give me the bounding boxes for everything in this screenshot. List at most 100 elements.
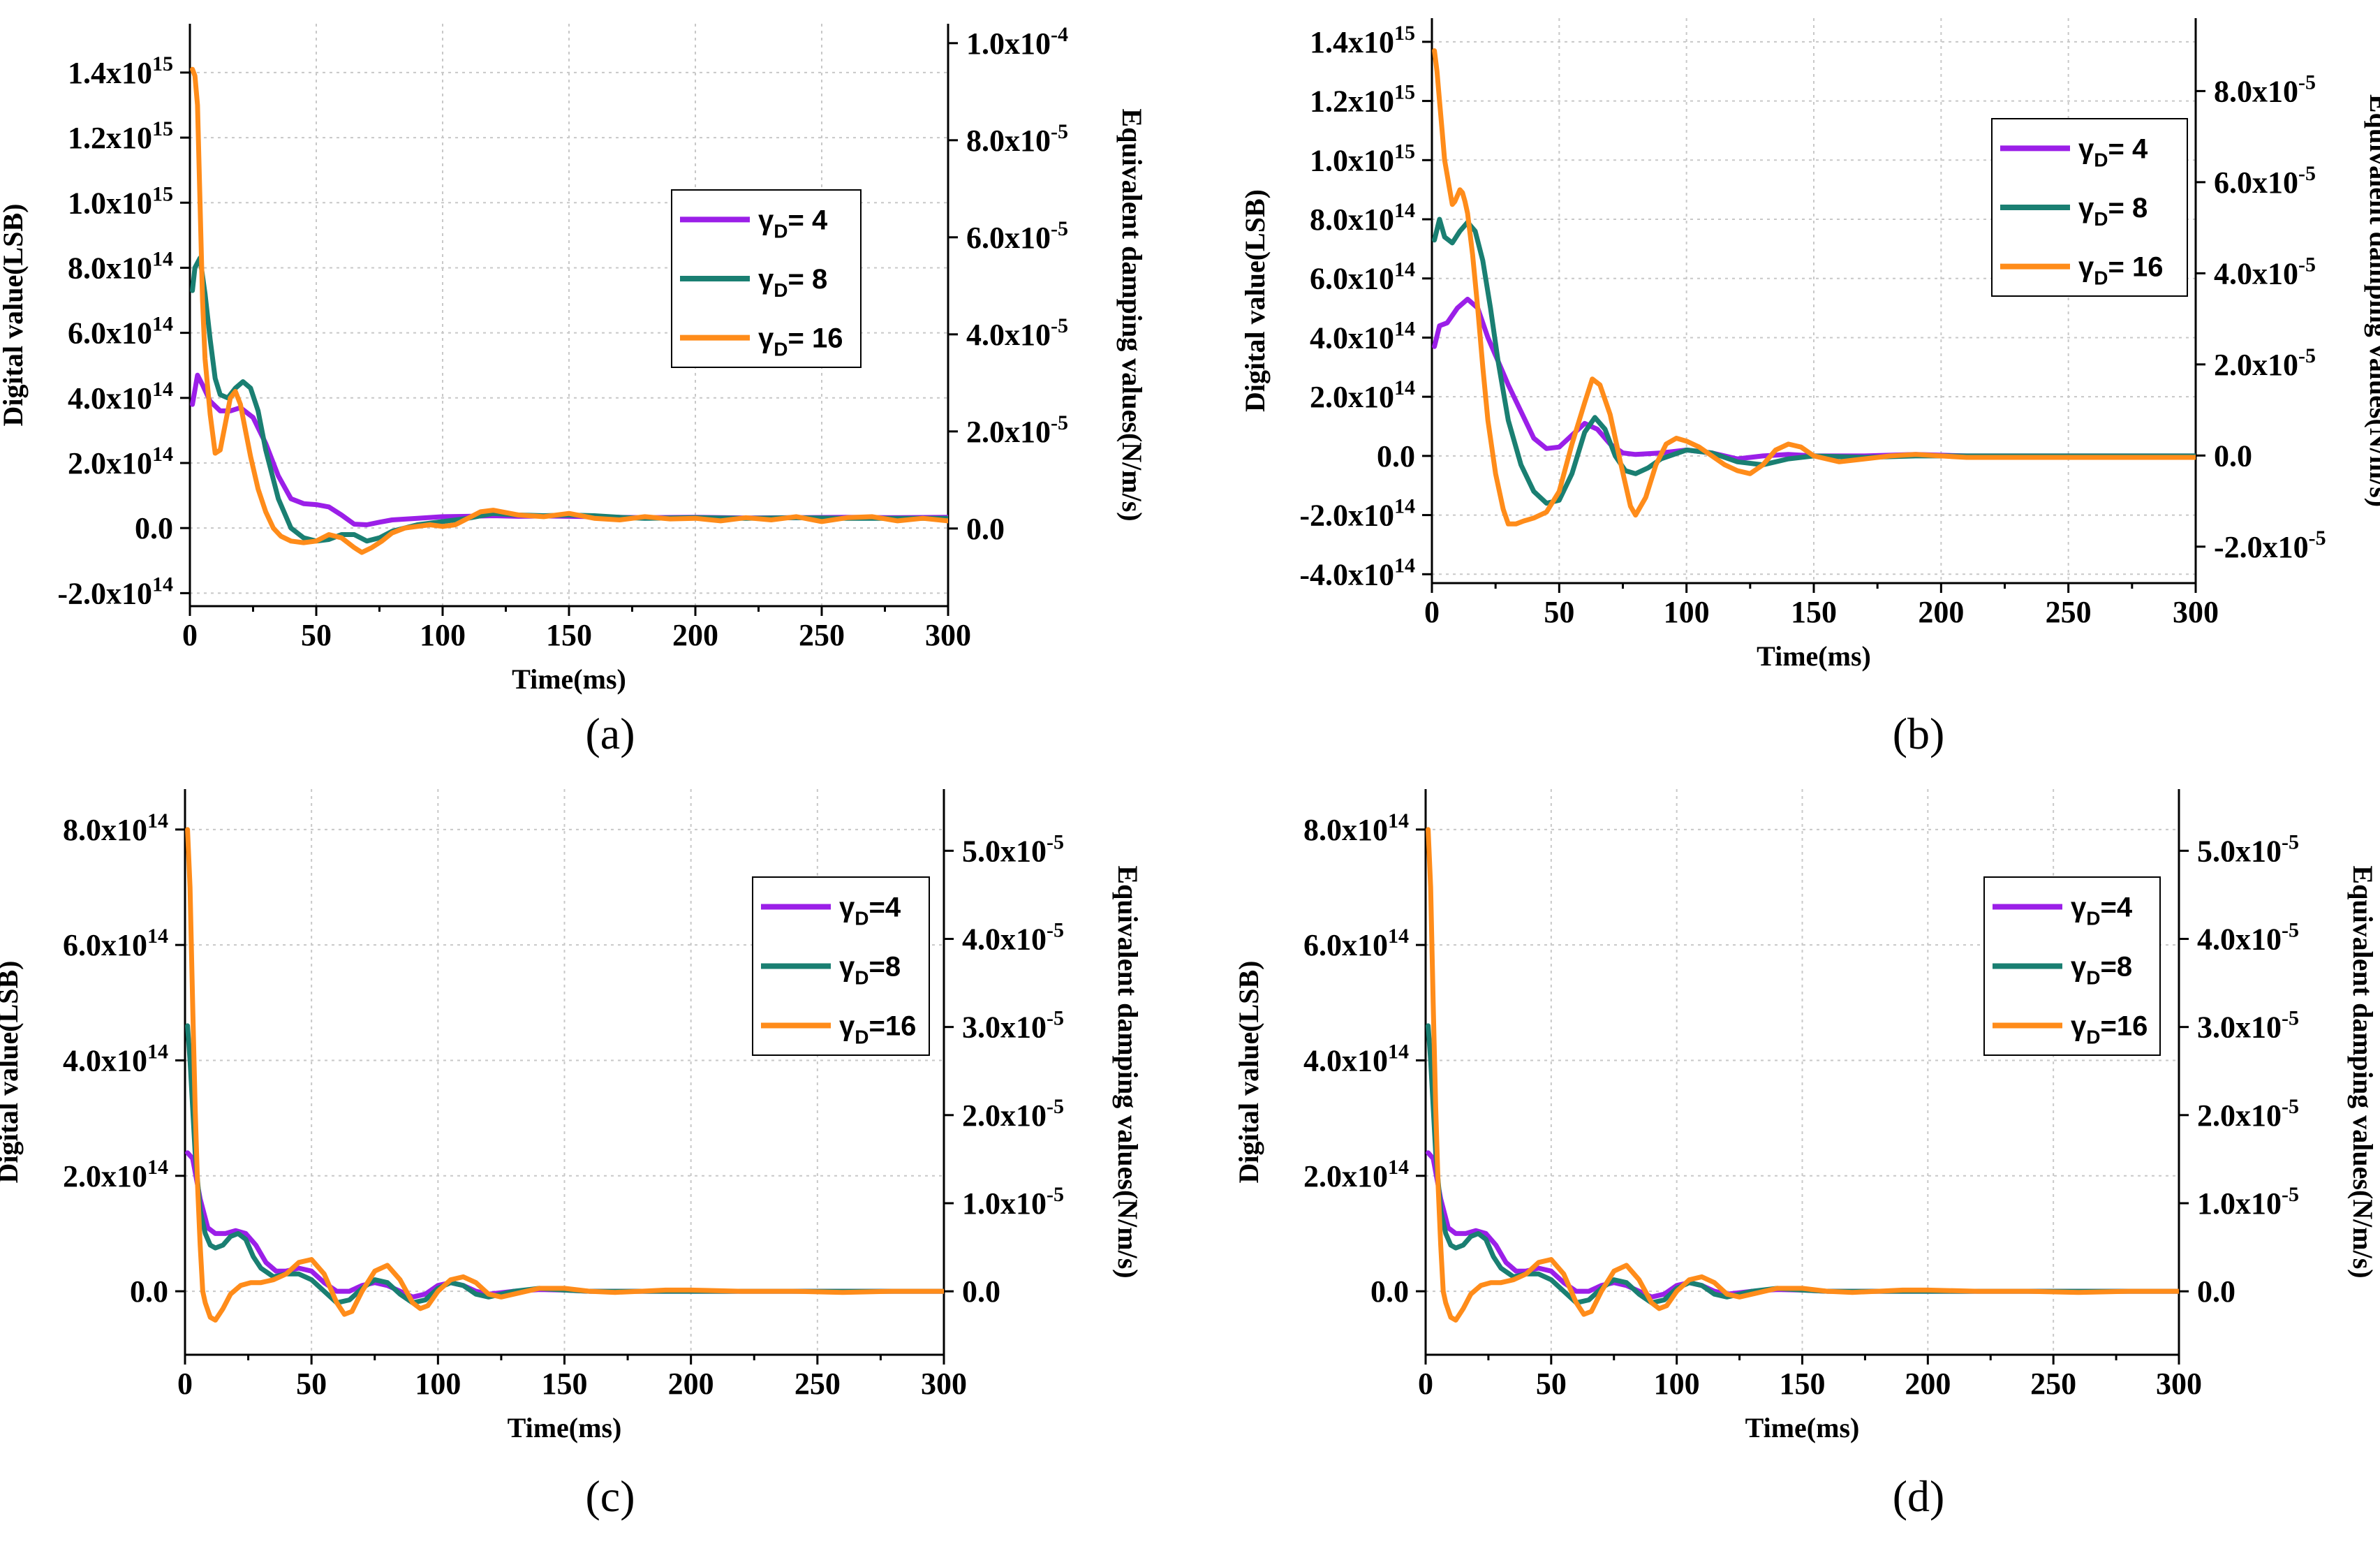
y-tick-label: 2.0x1014: [68, 443, 173, 480]
legend-label-sub: D: [855, 1027, 869, 1048]
y-tick-label: 4.0x1014: [1310, 317, 1415, 355]
y2-tick-label-base: 5.0x10: [962, 834, 1047, 868]
y-tick-label-exp: 14: [152, 378, 173, 401]
y2-tick-label-exp: -5: [2282, 918, 2299, 941]
y2-tick-label-base: 0.0: [2197, 1274, 2235, 1309]
y-tick-label-base: 0.0: [130, 1274, 168, 1309]
y-tick-label-exp: 14: [1394, 258, 1415, 281]
y-tick-label: 1.4x1015: [68, 52, 173, 90]
y2-tick-label: 6.0x10-5: [966, 217, 1068, 255]
y2-tick-label-exp: -5: [1047, 1183, 1064, 1206]
y2-tick-label: 8.0x10-5: [2214, 71, 2316, 108]
y2-tick-label-base: 4.0x10: [2214, 256, 2298, 291]
y-axis-title: Digital value(LSB): [1239, 189, 1271, 412]
y-tick-label-base: -2.0x10: [1299, 499, 1394, 533]
x-tick-label: 250: [2030, 1367, 2076, 1401]
y2-tick-label: 1.0x10-5: [2197, 1183, 2299, 1221]
y2-tick-label-exp: -5: [2282, 830, 2299, 853]
y-tick-label-base: 1.0x10: [68, 186, 152, 220]
x-tick-label: 0: [182, 618, 198, 652]
y2-axis-title: Equivalent damping values(N/m/s): [1116, 108, 1148, 521]
x-axis-title: Time(ms): [1745, 1412, 1860, 1443]
y-tick-label-base: 2.0x10: [68, 446, 152, 480]
panel-label: (a): [585, 709, 635, 758]
y2-tick-label-base: 3.0x10: [2197, 1010, 2282, 1045]
series-line-purple: [1435, 299, 2196, 459]
y2-tick-label-base: 1.0x10: [2197, 1186, 2282, 1221]
y2-tick-label-base: 6.0x10: [966, 221, 1051, 255]
y-tick-label-base: 6.0x10: [1310, 262, 1394, 296]
y-tick-label-exp: 14: [1388, 1156, 1409, 1179]
y2-tick-label-base: 1.0x10: [966, 27, 1051, 61]
legend-label-tail: = 8: [788, 264, 827, 295]
y2-tick-label-exp: -5: [1047, 1007, 1064, 1030]
x-tick-label: 200: [668, 1367, 714, 1401]
y2-tick-label: 2.0x10-5: [966, 411, 1068, 449]
y-tick-label-exp: 15: [152, 117, 173, 140]
x-tick-label: 250: [794, 1367, 841, 1401]
x-tick-label: 100: [420, 618, 466, 652]
legend-label-base: γ: [2071, 1011, 2087, 1042]
y-tick-label: 0.0: [1370, 1274, 1409, 1309]
legend-label-base: γ: [2078, 252, 2094, 283]
y2-tick-label-exp: -5: [2298, 253, 2316, 276]
y2-tick-label-exp: -5: [1047, 830, 1064, 853]
y-tick-label: -2.0x1014: [1299, 495, 1415, 533]
y2-tick-label-base: 5.0x10: [2197, 834, 2282, 868]
y2-tick-label-base: 0.0: [2214, 439, 2252, 473]
chart-panel-d: 0 50 100 150 200 250 3000.02.0x10144.0x10146.0…: [1233, 789, 2379, 1443]
y-tick-label-base: 1.4x10: [68, 56, 152, 90]
y-tick-label-exp: 14: [152, 443, 173, 466]
legend-label-tail: =8: [2100, 952, 2132, 983]
legend-label-sub: D: [855, 967, 869, 989]
y2-tick-label: 4.0x10-5: [2197, 918, 2299, 956]
y-tick-label-exp: 14: [147, 809, 168, 832]
y-tick-label-base: 8.0x10: [1303, 813, 1388, 847]
legend-label-base: γ: [2078, 133, 2094, 164]
y2-tick-label-exp: -5: [2298, 71, 2316, 94]
y2-tick-label-exp: -5: [2309, 527, 2326, 550]
x-tick-label: 150: [1780, 1367, 1826, 1401]
x-axis-title: Time(ms): [512, 663, 626, 695]
y-tick-label: 8.0x1014: [1303, 809, 1409, 847]
x-tick-label: 50: [296, 1367, 327, 1401]
y2-tick-label-exp: -5: [2282, 1095, 2299, 1118]
y-tick-label-exp: 14: [1394, 317, 1415, 340]
y2-axis-title: Equivalent damping values(N/m/s): [2347, 865, 2379, 1278]
y2-tick-label-base: 1.0x10: [962, 1186, 1047, 1221]
x-tick-label: 150: [546, 618, 592, 652]
y2-tick-label-base: 8.0x10: [2214, 74, 2298, 108]
y2-tick-label: -2.0x10-5: [2214, 527, 2326, 564]
y2-tick-label-base: 3.0x10: [962, 1010, 1047, 1045]
y-tick-label: 8.0x1014: [68, 247, 173, 285]
x-tick-label: 50: [301, 618, 332, 652]
x-tick-label: 300: [2173, 595, 2219, 629]
x-axis-title: Time(ms): [508, 1412, 622, 1443]
y-tick-label-base: 8.0x10: [63, 813, 147, 847]
y2-tick-label: 4.0x10-5: [2214, 253, 2316, 291]
legend-label-tail: = 16: [2108, 252, 2163, 283]
x-tick-label: 100: [1664, 595, 1710, 629]
y2-tick-label: 8.0x10-5: [966, 120, 1068, 158]
legend-label-sub: D: [855, 908, 869, 929]
y2-tick-label-exp: -5: [2282, 1183, 2299, 1206]
y-tick-label-exp: 14: [152, 573, 173, 596]
x-tick-label: 250: [2046, 595, 2092, 629]
y2-tick-label-base: 8.0x10: [966, 124, 1051, 158]
y2-axis-title: Equivalent damping values(N/m/s): [1112, 865, 1144, 1278]
y-tick-label-exp: 14: [1394, 376, 1415, 399]
y2-tick-label: 2.0x10-5: [2214, 344, 2316, 382]
y2-tick-label: 0.0: [966, 512, 1005, 546]
x-tick-label: 300: [2156, 1367, 2202, 1401]
legend-label-base: γ: [2071, 892, 2087, 923]
y-tick-label-exp: 14: [1394, 495, 1415, 518]
y-tick-label: 4.0x1014: [63, 1040, 168, 1078]
panel-label: (c): [585, 1471, 635, 1521]
y2-tick-label: 2.0x10-5: [962, 1095, 1064, 1133]
x-axis-title: Time(ms): [1757, 640, 1871, 672]
y2-tick-label-base: -2.0x10: [2214, 530, 2309, 564]
x-tick-label: 50: [1544, 595, 1574, 629]
y-tick-label-base: 1.4x10: [1310, 25, 1394, 59]
x-tick-label: 100: [415, 1367, 461, 1401]
y-tick-label-exp: 14: [1388, 1040, 1409, 1063]
